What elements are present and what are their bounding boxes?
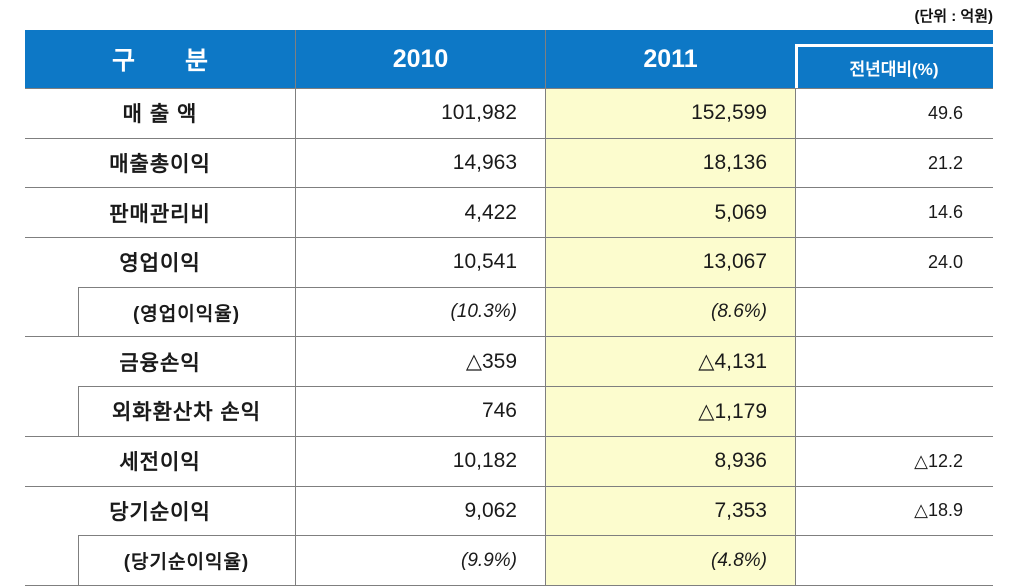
value-2010: 746 [295,386,545,436]
value-2010: 10,182 [295,435,545,486]
header-category: 구 분 [111,47,208,75]
table-row-operating-profit: 영업이익 10,541 13,067 24.0 [25,237,993,287]
row-label: 매출총이익 [25,137,295,188]
table-row-gross-profit: 매출총이익 14,963 18,136 21.2 [25,137,993,188]
value-yoy: 49.6 [795,88,993,138]
value-2010: 4,422 [295,187,545,238]
value-2011: 13,067 [545,237,795,287]
row-label: 매 출 액 [25,88,295,138]
header-2010: 2010 [295,30,545,88]
value-yoy [795,386,993,436]
row-label: 영업이익 [25,237,295,287]
unit-note: (단위 : 억원) [914,8,993,25]
value-yoy: 14.6 [795,187,993,238]
value-2010: △359 [295,336,545,387]
table-row-operating-margin: (영업이익율) (10.3%) (8.6%) [25,286,993,337]
table-row-sales: 매 출 액 101,982 152,599 49.6 [25,88,993,138]
table-row-fx-translation: 외화환산차 손익 746 △1,179 [25,386,993,436]
row-label: 세전이익 [25,435,295,486]
table-row-pretax-profit: 세전이익 10,182 8,936 △12.2 [25,435,993,486]
value-2011: 5,069 [545,187,795,238]
value-2010: 101,982 [295,88,545,138]
value-2010: 9,062 [295,485,545,536]
value-2011: 8,936 [545,435,795,486]
value-yoy [795,535,993,585]
value-2010: (10.3%) [295,286,545,337]
value-yoy: △18.9 [795,485,993,536]
table-row-sga: 판매관리비 4,422 5,069 14.6 [25,187,993,238]
value-2010: (9.9%) [295,535,545,585]
row-label: (당기순이익율) [25,535,295,585]
value-2010: 14,963 [295,137,545,188]
row-label: 당기순이익 [25,485,295,536]
row-label: 외화환산차 손익 [25,386,295,436]
table-row-financial-income: 금융손익 △359 △4,131 [25,336,993,387]
value-yoy [795,336,993,387]
value-2011: △4,131 [545,336,795,387]
table-row-net-margin: (당기순이익율) (9.9%) (4.8%) [25,535,993,585]
row-label: 금융손익 [25,336,295,386]
value-2011: 152,599 [545,88,795,138]
value-yoy [795,286,993,337]
value-2011: 7,353 [545,485,795,536]
row-label: 판매관리비 [25,187,295,237]
value-2011: △1,179 [545,386,795,436]
header-2011: 2011 [545,30,795,88]
financial-summary-table: 구 분 2010 2011 전년대비(%) 매 출 액 101,982 152,… [25,30,993,586]
value-yoy: 21.2 [795,137,993,188]
value-yoy: 24.0 [795,237,993,287]
value-2011: 18,136 [545,137,795,188]
value-yoy: △12.2 [795,435,993,486]
header-yoy: 전년대비(%) [795,30,993,88]
value-2011: (8.6%) [545,286,795,337]
table-row-net-income: 당기순이익 9,062 7,353 △18.9 [25,485,993,536]
value-2011: (4.8%) [545,535,795,585]
row-label: (영업이익율) [25,286,295,337]
table-header-row: 구 분 2010 2011 전년대비(%) [25,30,993,88]
value-2010: 10,541 [295,237,545,287]
